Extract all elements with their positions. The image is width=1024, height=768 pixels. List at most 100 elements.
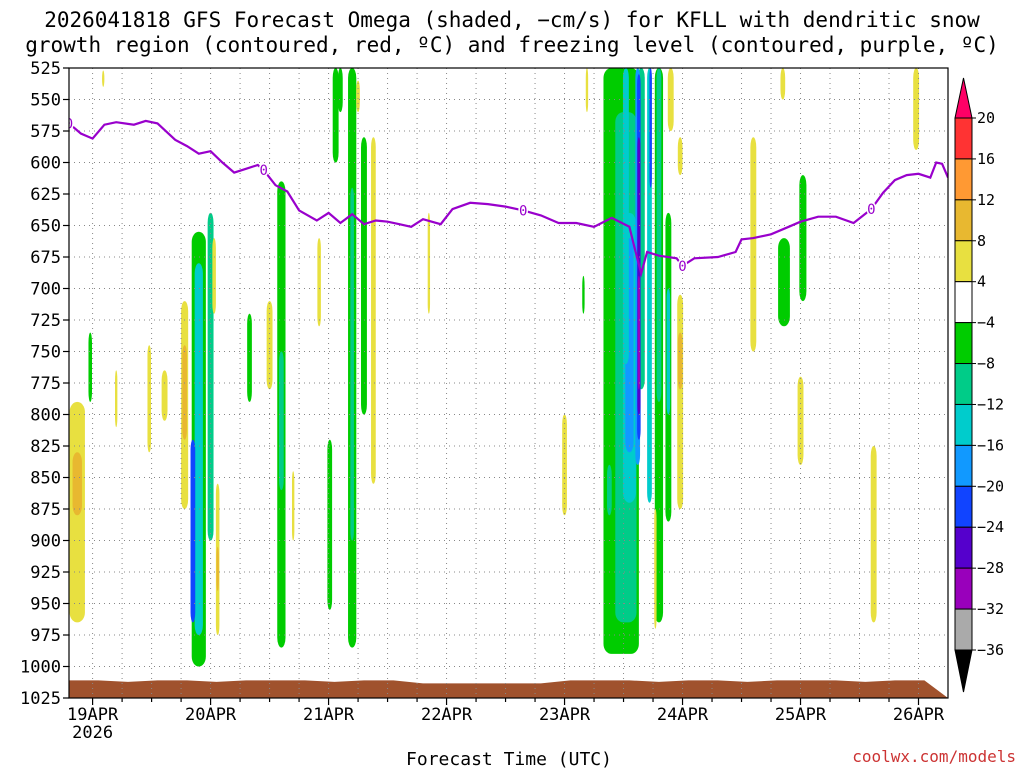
y-tick-label-1025: 1025 [20,689,61,709]
freezing-level-label-0: 0 [65,116,73,132]
omega-region-49 [654,509,657,629]
colorbar-label-7: −12 [977,395,1004,413]
colorbar-top-arrow [954,77,973,119]
colorbar-segment-8 [954,444,973,487]
omega-region-61 [870,446,877,623]
y-tick-label-650: 650 [30,217,61,237]
colorbar-label-5: −4 [977,314,995,332]
omega-region-15 [216,546,219,591]
omega-region-20 [291,471,295,541]
omega-region-44 [637,275,641,390]
colorbar-segment-6 [954,363,973,405]
omega-region-27 [361,137,367,415]
y-tick-label-875: 875 [30,500,61,520]
x-tick-year: 2026 [72,723,113,743]
omega-region-16 [247,313,252,402]
freezing-level-label-3: 0 [678,259,686,275]
x-tick-label-25APR: 25APR [775,705,827,725]
y-tick-label-900: 900 [30,532,61,552]
x-axis-ticks: 19APR 20APR 21APR 22APR 23APR 24APR 25APR 26APR… [67,698,945,743]
omega-region-22 [327,439,333,610]
y-tick-label-725: 725 [30,311,61,331]
colorbar-segment-4 [954,281,973,324]
ground-terrain [69,680,948,698]
ground-fill [69,680,948,698]
y-tick-label-850: 850 [30,469,61,489]
y-tick-label-675: 675 [30,248,61,268]
x-tick-label-22APR: 22APR [421,705,473,725]
omega-region-4 [115,370,118,428]
y-tick-label-750: 750 [30,343,61,363]
y-tick-label-975: 975 [30,626,61,646]
colorbar-label-10: −24 [977,518,1004,536]
y-tick-label-700: 700 [30,280,61,300]
omega-region-53 [677,137,683,176]
colorbar-label-12: −32 [977,600,1004,618]
omega-shading [69,68,920,667]
omega-region-54 [677,294,684,509]
y-tick-label-525: 525 [30,59,61,79]
chart-title-line-2: growth region (contoured, red, ºC) and f… [25,33,999,57]
omega-region-24 [338,68,343,113]
colorbar-label-0: 20 [977,109,995,127]
x-tick-label-19APR: 19APR [67,705,119,725]
y-tick-label-1000: 1000 [20,658,61,678]
omega-region-60 [797,376,804,465]
x-tick-label-26APR: 26APR [893,705,945,725]
colorbar-label-13: −36 [977,641,1004,659]
omega-region-56 [750,137,757,352]
y-tick-label-600: 600 [30,154,61,174]
credit-text: coolwx.com/models [852,747,1016,766]
y-tick-label-925: 925 [30,563,61,583]
freezing-level-label-4: 0 [867,202,875,218]
omega-region-26 [350,187,354,541]
colorbar-segment-2 [954,199,973,242]
omega-region-12 [207,212,214,541]
omega-region-3 [102,70,105,87]
colorbar: 20 16 12 8 4 −4 −8 −12 −16 −20 −24 −28 −32 −36 [954,77,1004,693]
omega-region-13 [212,238,216,314]
y-tick-label-625: 625 [30,185,61,205]
colorbar-bottom-arrow [954,649,973,693]
omega-region-19 [279,351,284,491]
y-tick-label-800: 800 [30,406,61,426]
freezing-level-line [69,119,948,278]
omega-region-10 [194,263,203,635]
x-tick-label-21APR: 21APR [303,705,355,725]
omega-region-39 [607,464,612,516]
omega-region-32 [582,275,585,314]
colorbar-segment-12 [954,608,973,651]
omega-region-57 [780,68,786,100]
omega-region-59 [799,175,807,302]
y-tick-label-950: 950 [30,595,61,615]
omega-region-28 [371,137,376,484]
x-axis-label: Forecast Time (UTC) [406,749,612,768]
y-tick-label-825: 825 [30,437,61,457]
colorbar-segment-7 [954,403,973,446]
omega-region-1 [72,452,82,516]
colorbar-segment-3 [954,240,973,283]
omega-region-6 [161,370,168,421]
omega-region-33 [585,68,589,113]
omega-region-17 [266,301,273,390]
colorbar-label-4: 4 [977,273,986,291]
colorbar-segment-0 [954,117,973,160]
y-tick-label-775: 775 [30,374,61,394]
omega-region-23 [332,68,339,163]
colorbar-label-6: −8 [977,355,995,373]
y-tick-label-550: 550 [30,91,61,111]
omega-region-62 [913,68,920,150]
x-tick-label-24APR: 24APR [657,705,709,725]
omega-region-48 [656,68,662,402]
colorbar-label-1: 16 [977,150,995,168]
x-tick-label-20APR: 20APR [185,705,237,725]
omega-region-55 [677,332,683,390]
colorbar-label-2: 12 [977,191,995,209]
omega-region-58 [778,238,790,327]
colorbar-label-9: −20 [977,477,1004,495]
freezing-level-label-2: 0 [519,203,527,219]
colorbar-label-11: −28 [977,559,1004,577]
colorbar-segment-1 [954,158,973,201]
omega-region-31 [562,414,567,516]
